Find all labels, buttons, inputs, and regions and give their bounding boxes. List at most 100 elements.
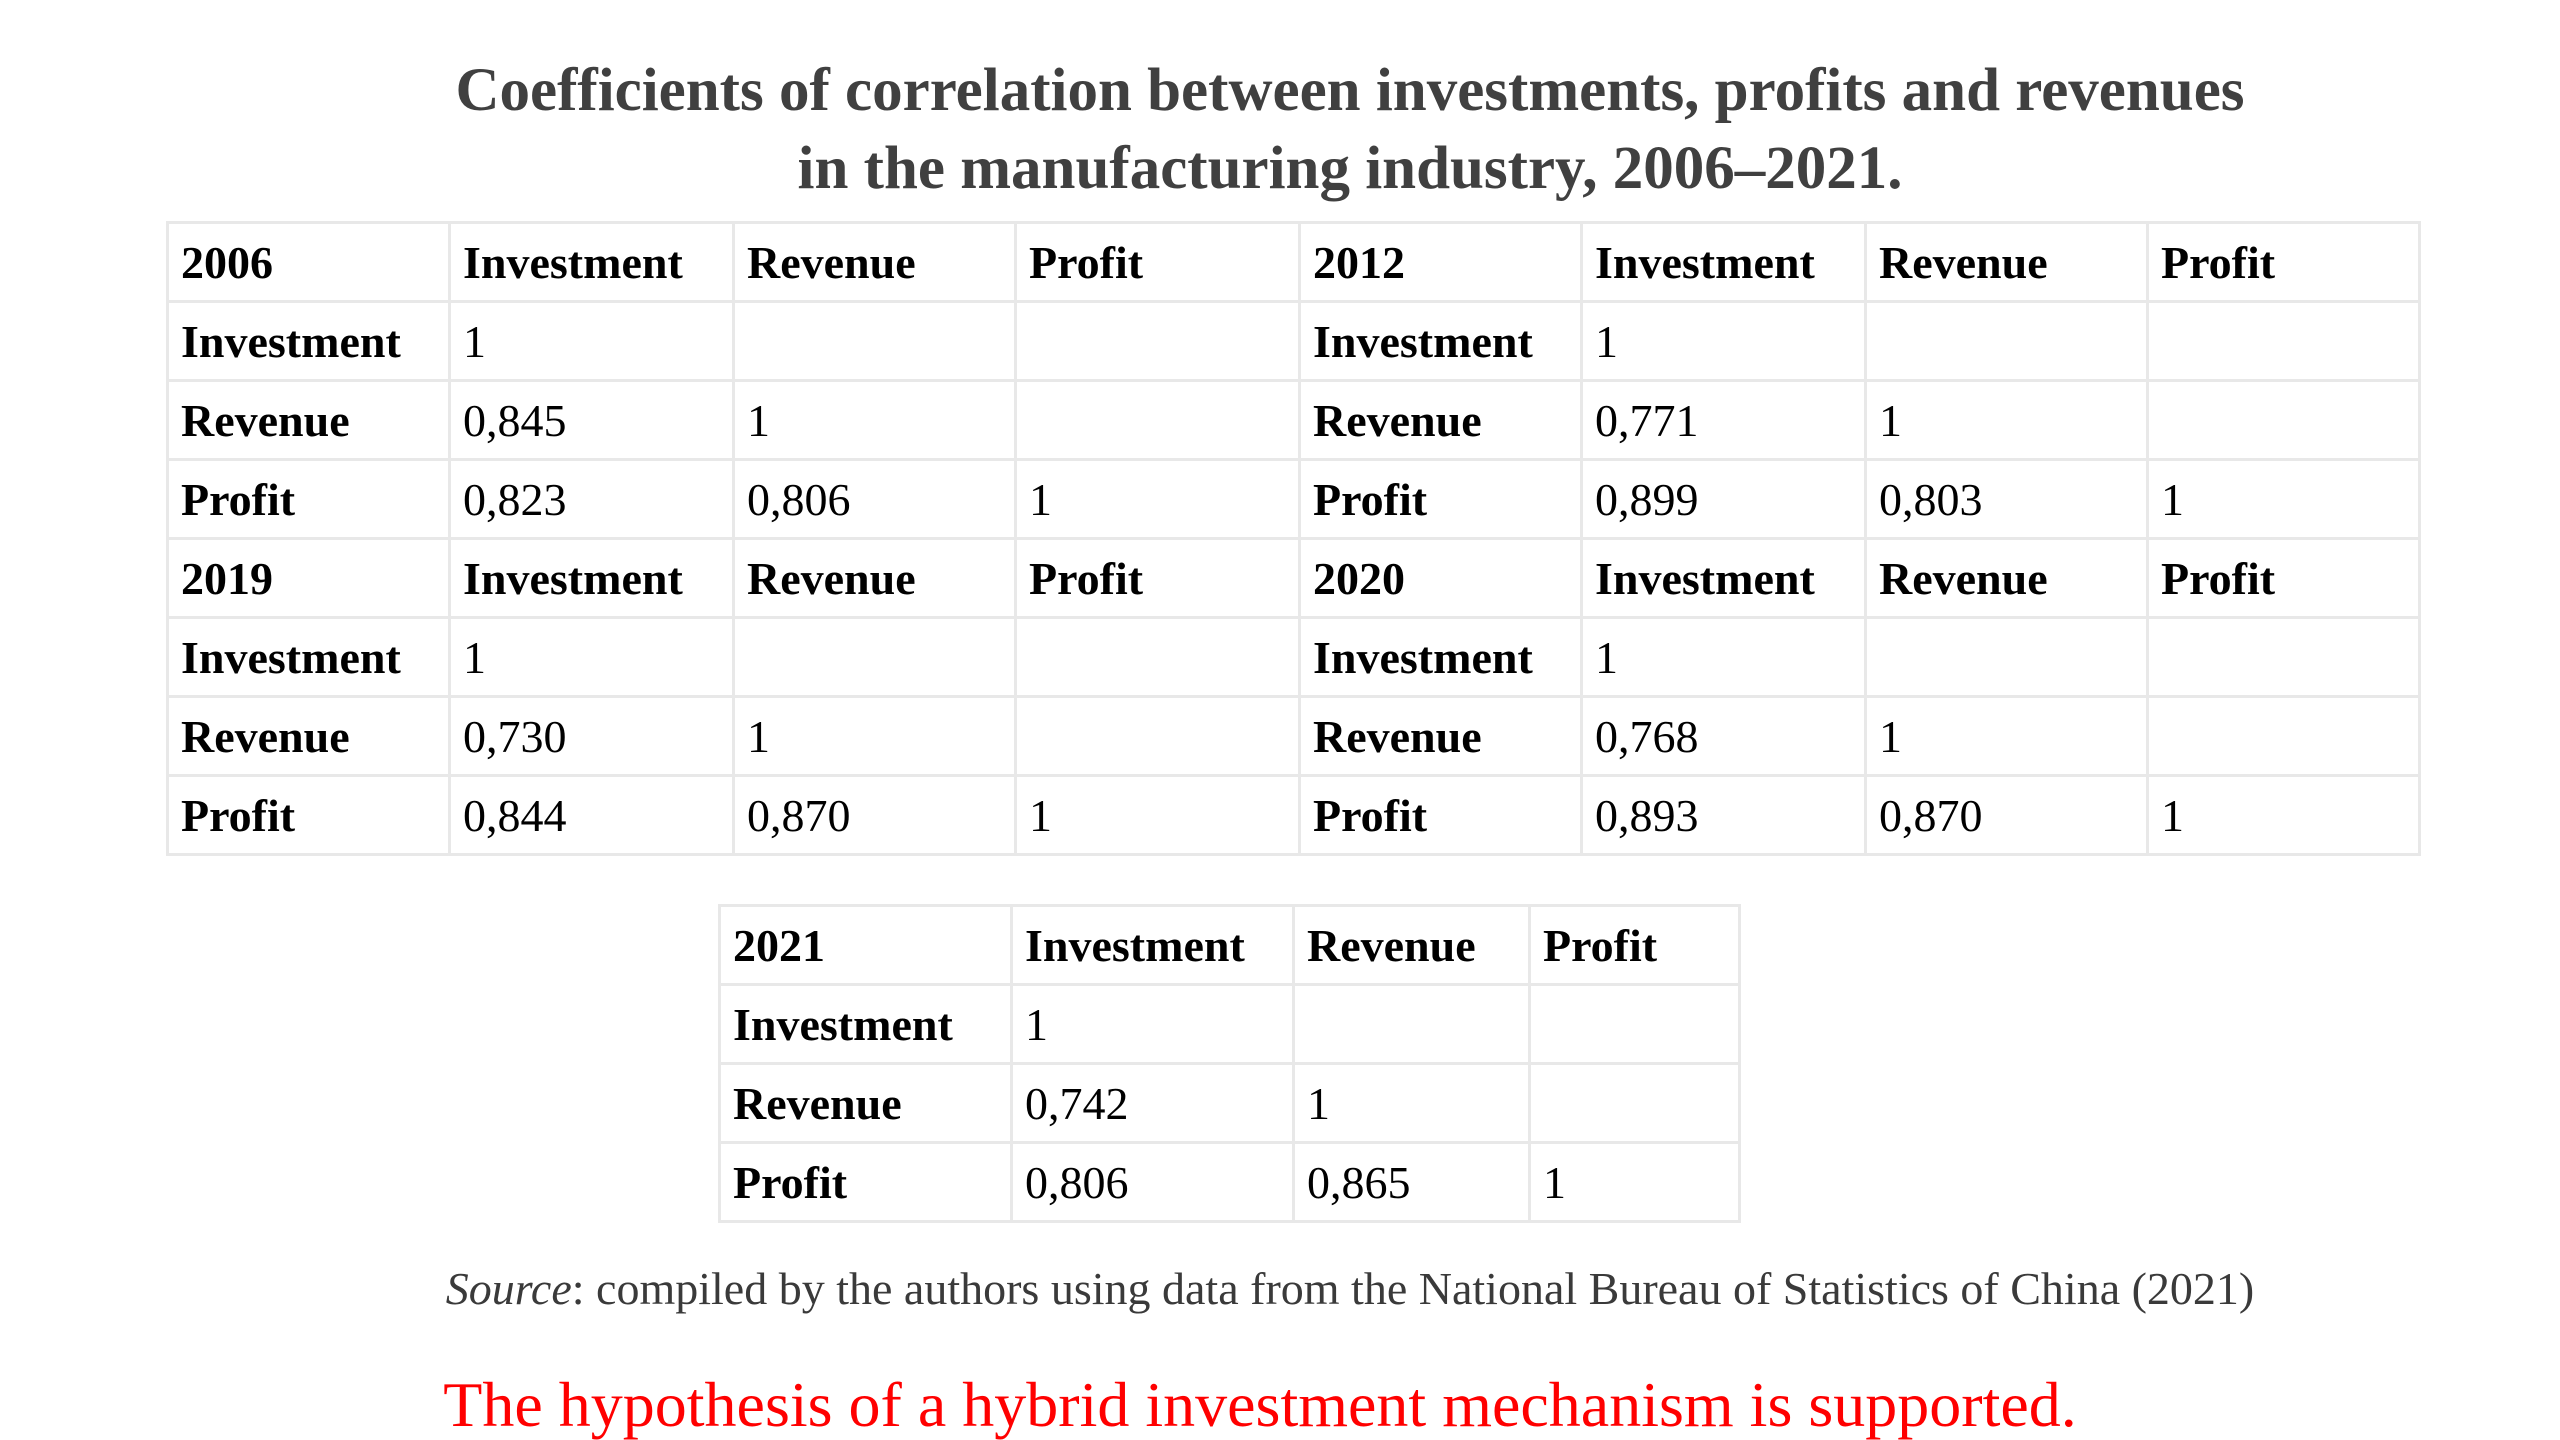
table-row: Profit 0,844 0,870 1 Profit 0,893 0,870 … [166,774,2421,856]
cell-2019-investment-revenue [732,616,1017,698]
cell-2021-investment-profit [1528,983,1741,1065]
table-row: Investment 1 Investment 1 [166,616,2421,698]
cell-2012-investment-revenue [1864,300,2149,382]
row-header-investment: Investment [166,300,451,382]
correlation-table-2006-2020: 2006 Investment Revenue Profit 2012 Inve… [166,221,2421,856]
cell-2006-profit-investment: 0,823 [448,458,735,540]
cell-2012-revenue-profit [2146,379,2421,461]
page-title: Coefficients of correlation between inve… [0,52,2560,208]
col-header-investment: Investment [1580,221,1867,303]
cell-2012-profit-investment: 0,899 [1580,458,1867,540]
cell-2019-investment-profit [1014,616,1301,698]
cell-2006-investment-investment: 1 [448,300,735,382]
cell-2020-profit-revenue: 0,870 [1864,774,2149,856]
row-header-revenue: Revenue [718,1062,1013,1144]
cell-2006-investment-profit [1014,300,1301,382]
title-line-1: Coefficients of correlation between inve… [455,57,2245,124]
source-note: Source: compiled by the authors using da… [0,1262,2560,1315]
cell-2006-revenue-investment: 0,845 [448,379,735,461]
cell-2021-investment-revenue [1292,983,1531,1065]
col-header-profit: Profit [2146,221,2421,303]
row-header-profit: Profit [1298,458,1583,540]
cell-2012-profit-profit: 1 [2146,458,2421,540]
title-line-2: in the manufacturing industry, 2006–2021… [797,135,1903,202]
cell-2019-revenue-investment: 0,730 [448,695,735,777]
cell-2020-profit-investment: 0,893 [1580,774,1867,856]
year-header-2012: 2012 [1298,221,1583,303]
cell-2012-investment-investment: 1 [1580,300,1867,382]
cell-2020-revenue-investment: 0,768 [1580,695,1867,777]
cell-2012-revenue-investment: 0,771 [1580,379,1867,461]
table-row: Revenue 0,742 1 [718,1062,1741,1144]
col-header-profit: Profit [1014,537,1301,619]
table-row: 2019 Investment Revenue Profit 2020 Inve… [166,537,2421,619]
cell-2020-revenue-profit [2146,695,2421,777]
cell-2012-profit-revenue: 0,803 [1864,458,2149,540]
row-header-revenue: Revenue [166,379,451,461]
cell-2021-investment-investment: 1 [1010,983,1295,1065]
cell-2006-profit-revenue: 0,806 [732,458,1017,540]
col-header-revenue: Revenue [732,537,1017,619]
cell-2006-investment-revenue [732,300,1017,382]
row-header-investment: Investment [1298,616,1583,698]
row-header-investment: Investment [166,616,451,698]
cell-2019-revenue-revenue: 1 [732,695,1017,777]
cell-2020-investment-investment: 1 [1580,616,1867,698]
cell-2021-profit-revenue: 0,865 [1292,1141,1531,1223]
col-header-investment: Investment [1010,904,1295,986]
correlation-table-2021: 2021 Investment Revenue Profit Investmen… [718,904,1741,1223]
year-header-2020: 2020 [1298,537,1583,619]
cell-2021-profit-investment: 0,806 [1010,1141,1295,1223]
row-header-profit: Profit [166,774,451,856]
table-row: Revenue 0,730 1 Revenue 0,768 1 [166,695,2421,777]
table-row: 2006 Investment Revenue Profit 2012 Inve… [166,221,2421,303]
source-label: Source [445,1263,572,1314]
row-header-revenue: Revenue [166,695,451,777]
col-header-profit: Profit [1014,221,1301,303]
cell-2020-profit-profit: 1 [2146,774,2421,856]
cell-2021-revenue-revenue: 1 [1292,1062,1531,1144]
cell-2021-revenue-investment: 0,742 [1010,1062,1295,1144]
table-row: Revenue 0,845 1 Revenue 0,771 1 [166,379,2421,461]
col-header-investment: Investment [448,221,735,303]
cell-2019-profit-investment: 0,844 [448,774,735,856]
cell-2019-investment-investment: 1 [448,616,735,698]
source-text: : compiled by the authors using data fro… [571,1263,2255,1314]
table-row: Profit 0,806 0,865 1 [718,1141,1741,1223]
cell-2020-investment-revenue [1864,616,2149,698]
col-header-revenue: Revenue [732,221,1017,303]
cell-2020-investment-profit [2146,616,2421,698]
row-header-profit: Profit [718,1141,1013,1223]
conclusion-text: The hypothesis of a hybrid investment me… [443,1369,2077,1440]
col-header-revenue: Revenue [1864,537,2149,619]
cell-2019-revenue-profit [1014,695,1301,777]
year-header-2021: 2021 [718,904,1013,986]
cell-2021-profit-profit: 1 [1528,1141,1741,1223]
year-header-2006: 2006 [166,221,451,303]
cell-2020-revenue-revenue: 1 [1864,695,2149,777]
table-row: Profit 0,823 0,806 1 Profit 0,899 0,803 … [166,458,2421,540]
row-header-investment: Investment [718,983,1013,1065]
row-header-profit: Profit [1298,774,1583,856]
col-header-revenue: Revenue [1864,221,2149,303]
col-header-profit: Profit [1528,904,1741,986]
col-header-profit: Profit [2146,537,2421,619]
cell-2006-revenue-revenue: 1 [732,379,1017,461]
table-row: 2021 Investment Revenue Profit [718,904,1741,986]
cell-2006-profit-profit: 1 [1014,458,1301,540]
col-header-revenue: Revenue [1292,904,1531,986]
row-header-profit: Profit [166,458,451,540]
cell-2012-revenue-revenue: 1 [1864,379,2149,461]
cell-2021-revenue-profit [1528,1062,1741,1144]
col-header-investment: Investment [448,537,735,619]
cell-2019-profit-profit: 1 [1014,774,1301,856]
table-row: Investment 1 [718,983,1741,1065]
cell-2006-revenue-profit [1014,379,1301,461]
table-row: Investment 1 Investment 1 [166,300,2421,382]
row-header-investment: Investment [1298,300,1583,382]
col-header-investment: Investment [1580,537,1867,619]
cell-2012-investment-profit [2146,300,2421,382]
cell-2019-profit-revenue: 0,870 [732,774,1017,856]
year-header-2019: 2019 [166,537,451,619]
row-header-revenue: Revenue [1298,379,1583,461]
